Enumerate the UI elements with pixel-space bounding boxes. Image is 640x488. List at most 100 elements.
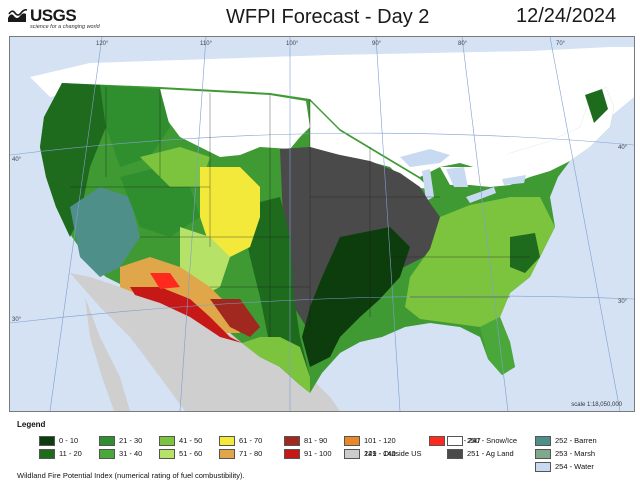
texas-zone bbox=[242, 337, 310, 393]
map-panel[interactable]: 120° 110° 100° 90° 80° 70° 40° 30° 40° 3… bbox=[9, 36, 635, 412]
usgs-wave-icon bbox=[8, 9, 28, 22]
logo-text: USGS bbox=[30, 6, 77, 25]
moderate-fire-potential-zone bbox=[200, 167, 260, 257]
legend-swatch bbox=[429, 436, 445, 447]
lake-huron bbox=[446, 167, 468, 187]
lake-ontario bbox=[502, 175, 526, 185]
legend-swatch bbox=[447, 436, 463, 447]
latitude-label: 30° bbox=[12, 317, 22, 323]
forecast-date: 12/24/2024 bbox=[516, 5, 617, 27]
legend-swatch bbox=[344, 436, 360, 447]
maine-zone bbox=[585, 89, 608, 123]
pacific-northwest-zone bbox=[40, 83, 106, 237]
legend-swatch bbox=[159, 449, 175, 460]
lake-erie bbox=[466, 187, 496, 203]
legend-item: 11 - 20 bbox=[39, 449, 82, 460]
legend-item: 21 - 30 bbox=[99, 436, 143, 447]
legend-label: 252 - Barren bbox=[555, 436, 597, 445]
baja-area bbox=[85, 297, 130, 411]
usgs-logo: USGS science for a changing world bbox=[8, 6, 128, 34]
longitude-label: 100° bbox=[286, 41, 299, 47]
legend-label: 253 - Marsh bbox=[555, 449, 596, 458]
legend-label: 121 - 140 bbox=[364, 449, 396, 458]
legend-label: 91 - 100 bbox=[304, 449, 332, 458]
longitude-label: 90° bbox=[372, 41, 382, 47]
longitude-label: 120° bbox=[96, 41, 109, 47]
legend-item: 31 - 40 bbox=[99, 449, 143, 460]
latitude-label: 30° bbox=[618, 299, 628, 305]
scale-label: scale 1:18,050,000 bbox=[571, 402, 622, 408]
legend-swatch bbox=[99, 436, 115, 447]
legend-item: 254 - Water bbox=[535, 462, 594, 473]
legend-swatch bbox=[344, 449, 360, 460]
longitude-label: 110° bbox=[200, 41, 213, 47]
legend-item: 71 - 80 bbox=[219, 449, 263, 460]
legend-label: 251 - Ag Land bbox=[467, 449, 514, 458]
legend-item: 253 - Marsh bbox=[535, 449, 596, 460]
logo-tagline: science for a changing world bbox=[30, 24, 100, 30]
legend-label: 61 - 70 bbox=[239, 436, 263, 445]
legend-item: 51 - 60 bbox=[159, 449, 203, 460]
legend-swatch bbox=[159, 436, 175, 447]
legend-label: 11 - 20 bbox=[59, 449, 82, 458]
legend-label: 141 - 247 bbox=[449, 436, 481, 445]
legend-swatch bbox=[447, 449, 463, 460]
legend-item: 91 - 100 bbox=[284, 449, 332, 460]
legend-swatch bbox=[535, 449, 551, 460]
legend-item: 61 - 70 bbox=[219, 436, 263, 447]
legend-swatch bbox=[219, 436, 235, 447]
southern-plains-zone bbox=[240, 197, 310, 385]
snow-ice-area bbox=[160, 89, 310, 157]
wfpi-map: 120° 110° 100° 90° 80° 70° 40° 30° 40° 3… bbox=[10, 37, 634, 411]
mid-atlantic-zone bbox=[510, 233, 540, 273]
lake-michigan bbox=[422, 169, 434, 201]
legend-label: 51 - 60 bbox=[179, 449, 203, 458]
legend-swatch bbox=[535, 436, 551, 447]
longitude-label: 70° bbox=[556, 41, 566, 47]
snow-ice-area-east bbox=[310, 101, 430, 189]
wyoming-zone bbox=[140, 147, 210, 187]
legend-item: 250 - Snow/Ice bbox=[447, 436, 518, 447]
legend: Legend 0 - 10 11 - 20 21 - 30 31 - 40 41 - 5… bbox=[9, 412, 633, 486]
header: USGS science for a changing world WFPI F… bbox=[0, 0, 640, 36]
state-borders bbox=[70, 87, 530, 337]
map-title: WFPI Forecast - Day 2 bbox=[226, 6, 430, 28]
legend-swatch bbox=[39, 449, 55, 460]
legend-item: 252 - Barren bbox=[535, 436, 597, 447]
latitude-label: 40° bbox=[12, 157, 22, 163]
legend-label: 0 - 10 bbox=[59, 436, 79, 445]
legend-swatch bbox=[284, 449, 300, 460]
legend-label: 71 - 80 bbox=[239, 449, 263, 458]
legend-label: 249 - Outside US bbox=[364, 449, 422, 458]
legend-note: Wildland Fire Potential Index (numerical… bbox=[17, 471, 245, 480]
latitude-label: 40° bbox=[618, 145, 628, 151]
legend-label: 21 - 30 bbox=[119, 436, 143, 445]
legend-label: 31 - 40 bbox=[119, 449, 143, 458]
legend-item: 101 - 120 bbox=[344, 436, 396, 447]
eastern-zone bbox=[405, 197, 555, 327]
arizona-extreme-zone bbox=[150, 273, 180, 289]
legend-label: 41 - 50 bbox=[179, 436, 203, 445]
central-low-zone bbox=[302, 227, 410, 367]
legend-title: Legend bbox=[17, 420, 46, 429]
mexico-area bbox=[70, 273, 340, 411]
legend-label: 254 - Water bbox=[555, 462, 594, 471]
legend-item: 251 - Ag Land bbox=[447, 449, 514, 460]
new-mexico-high-zone bbox=[210, 299, 260, 337]
legend-item: 81 - 90 bbox=[284, 436, 328, 447]
northern-rockies-zone bbox=[100, 85, 170, 167]
legend-label: 250 - Snow/Ice bbox=[467, 436, 518, 445]
legend-label: 101 - 120 bbox=[364, 436, 396, 445]
legend-label: 81 - 90 bbox=[304, 436, 328, 445]
legend-swatch bbox=[535, 462, 551, 473]
florida-zone bbox=[480, 317, 515, 375]
lake-superior bbox=[400, 149, 450, 167]
legend-item: 249 - Outside US bbox=[344, 449, 422, 460]
legend-swatch bbox=[99, 449, 115, 460]
graticule bbox=[10, 37, 634, 411]
legend-swatch bbox=[284, 436, 300, 447]
legend-item: 0 - 10 bbox=[39, 436, 79, 447]
legend-swatch bbox=[219, 449, 235, 460]
great-basin-barren bbox=[70, 187, 140, 277]
